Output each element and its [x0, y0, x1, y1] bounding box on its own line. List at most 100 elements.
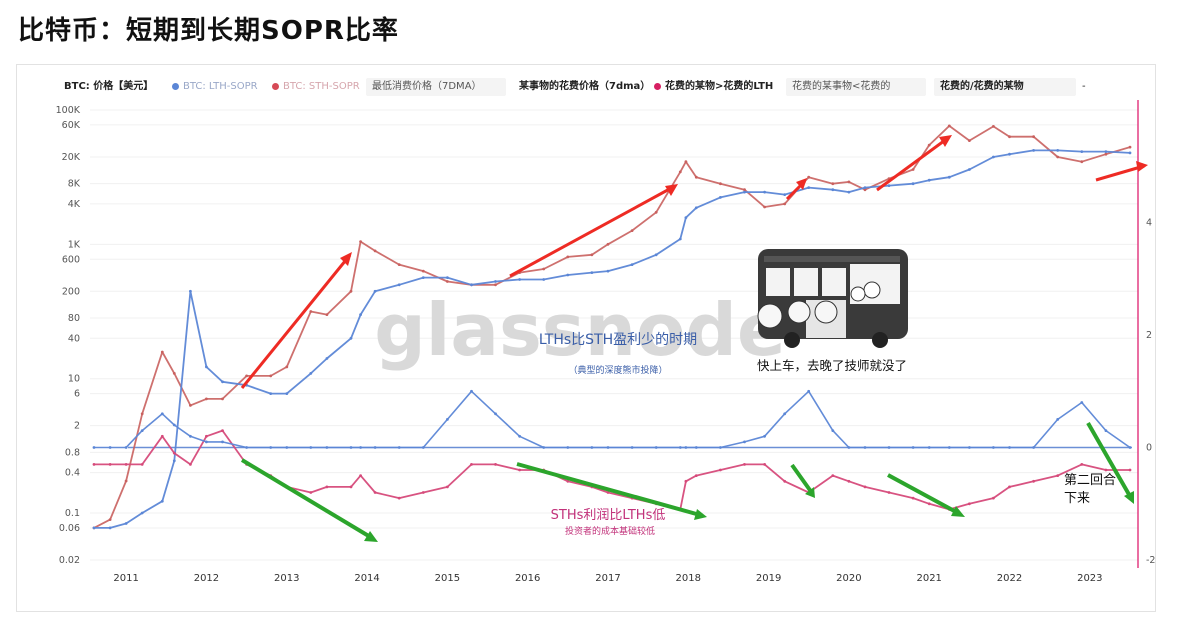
annotation-low-cost-basis: 投资者的成本基础较低: [565, 525, 655, 537]
series-3-point-33: [743, 440, 746, 444]
x-tick-2018: 2018: [676, 573, 701, 584]
series-3-point-42: [927, 446, 931, 449]
left-tick-9: 40: [68, 333, 80, 344]
series-3-point-20: [470, 389, 473, 393]
annotation-bear-capitulation: （典型的深度熊市投降）: [568, 364, 667, 376]
series-2-point-12: [309, 491, 313, 494]
bus-meme-image: [757, 249, 908, 348]
series-1-point-19: [446, 276, 449, 279]
bus-window-1: [766, 268, 790, 296]
bus-roof-band: [764, 256, 900, 262]
series-3-point-3: [140, 429, 144, 432]
legend-spent-of[interactable]: 花费的/花费的某物: [934, 78, 1076, 96]
series-0-point-30: [684, 160, 688, 164]
legend-ratio-gt-label: 花费的某物>花费的LTH: [665, 81, 774, 92]
left-tick-1: 60K: [62, 120, 81, 131]
legend-sth-label: BTC: STH-SOPR: [283, 81, 360, 92]
right-tick-3: -2: [1146, 555, 1155, 566]
series-0-point-46: [1008, 135, 1011, 139]
series-1-point-37: [831, 188, 835, 192]
series-line-1: [94, 149, 1131, 529]
series-1-point-47: [1032, 149, 1035, 152]
left-tick-0: 100K: [56, 105, 81, 116]
series-2-point-40: [887, 491, 891, 494]
running-person-3: [814, 300, 838, 324]
running-person-1: [757, 303, 783, 329]
x-tick-2020: 2020: [836, 573, 861, 584]
series-2-point-13: [325, 485, 329, 489]
x-tick-2023: 2023: [1077, 573, 1102, 584]
x-tick-2021: 2021: [916, 573, 941, 584]
left-tick-12: 2: [74, 421, 80, 432]
series-0-point-9: [245, 374, 249, 378]
series-0-point-39: [863, 188, 867, 192]
series-3-point-36: [807, 389, 811, 393]
up-arrow-2019-head: [796, 178, 807, 190]
series-2-point-8: [221, 429, 224, 432]
legend-ratio-gt[interactable]: 花费的某物>花费的LTH: [654, 78, 773, 96]
series-1-point-39: [863, 186, 867, 190]
up-arrow-2016-head: [665, 184, 678, 196]
left-tick-13: 0.8: [65, 447, 80, 458]
legend-price[interactable]: BTC: 价格【美元】: [64, 81, 154, 92]
series-1-point-20: [470, 283, 473, 287]
up-arrows: [240, 135, 1148, 389]
series-3-point-9: [245, 446, 249, 449]
down-arrow-2019: [790, 463, 814, 495]
series-0-point-31: [694, 175, 698, 179]
series-1-point-12: [309, 372, 313, 375]
legend-lth-label: BTC: LTH-SOPR: [183, 81, 258, 92]
series-1-point-30: [684, 216, 688, 220]
series-3-point-21: [494, 412, 497, 416]
series-3-point-1: [108, 446, 112, 449]
series-0-point-10: [269, 374, 273, 378]
bus-caption: 快上车，去晚了技师就没了: [757, 358, 907, 373]
series-1-point-1: [108, 526, 112, 530]
legend-sth[interactable]: BTC: STH-SOPR: [272, 78, 360, 96]
series-1-point-18: [421, 276, 425, 279]
series-1-point-22: [518, 278, 521, 281]
down-arrow-2012-head: [364, 531, 378, 542]
up-arrow-2020-head: [939, 135, 952, 147]
up-arrow-2020: [876, 136, 949, 192]
left-tick-5: 1K: [68, 239, 81, 250]
series-1-point-23: [542, 278, 546, 281]
series-3-point-29: [678, 446, 682, 449]
down-arrow-2016: [516, 462, 701, 517]
series-2-point-38: [847, 479, 851, 483]
series-1-point-43: [947, 175, 951, 179]
series-1-point-33: [743, 190, 746, 194]
series-2-point-31: [694, 474, 698, 477]
series-3-point-46: [1008, 446, 1011, 449]
legend-min-cost[interactable]: 最低消费价格（7DMA）: [366, 78, 506, 96]
series-2-point-0: [92, 463, 96, 466]
series-0-point-41: [911, 168, 915, 171]
up-arrow-2012: [240, 254, 352, 389]
down-arrow-2023: [1086, 422, 1133, 499]
down-arrow-2021-head: [951, 506, 965, 517]
series-0-point-7: [205, 397, 208, 401]
series-0-point-44: [968, 139, 971, 143]
series-1-point-21: [494, 280, 497, 283]
legend-ratio-lt[interactable]: 花费的某事物<花费的: [786, 78, 926, 96]
series-2-point-6: [189, 463, 192, 466]
down-arrow-2023-head: [1124, 491, 1134, 504]
series-2-point-17: [397, 496, 401, 500]
series-1-point-2: [124, 522, 128, 525]
series-3-point-28: [654, 446, 658, 449]
series-0-point-13: [325, 313, 329, 316]
series-0-point-16: [373, 249, 377, 253]
series-3-point-16: [373, 446, 377, 449]
left-tick-15: 0.1: [65, 508, 80, 519]
series-1-point-34: [763, 190, 766, 194]
series-1-point-28: [654, 253, 658, 257]
series-2-point-14: [349, 485, 353, 489]
series-3-point-31: [694, 446, 698, 449]
series-1-point-4: [160, 499, 164, 503]
series-2-point-34: [763, 463, 766, 466]
series-0-point-17: [397, 263, 401, 266]
legend-dash: -: [1082, 81, 1086, 92]
legend-spend-price[interactable]: 某事物的花费价格（7dma）: [519, 81, 651, 92]
series-3-point-11: [285, 446, 289, 449]
legend-lth[interactable]: BTC: LTH-SOPR: [172, 78, 258, 96]
